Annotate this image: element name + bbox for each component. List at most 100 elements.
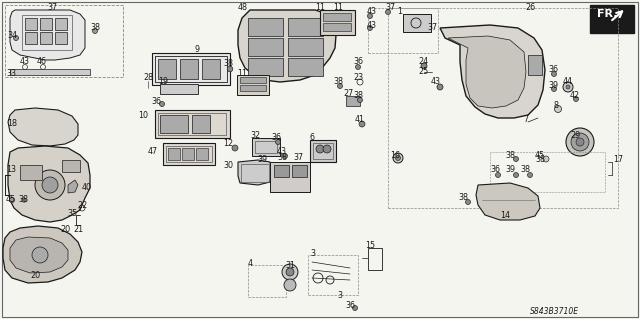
Polygon shape bbox=[238, 160, 272, 185]
Bar bbox=[152, 53, 230, 85]
Text: 38: 38 bbox=[223, 60, 233, 69]
Circle shape bbox=[13, 35, 19, 41]
Circle shape bbox=[159, 101, 164, 107]
Circle shape bbox=[495, 173, 500, 177]
Circle shape bbox=[227, 66, 233, 72]
Circle shape bbox=[576, 138, 584, 146]
Text: 7: 7 bbox=[524, 115, 529, 124]
Bar bbox=[403, 14, 431, 32]
Circle shape bbox=[232, 145, 238, 151]
Text: FR.: FR. bbox=[596, 9, 617, 19]
Bar bbox=[313, 143, 333, 159]
Circle shape bbox=[552, 86, 557, 92]
Circle shape bbox=[32, 247, 48, 263]
Bar bbox=[240, 77, 266, 83]
Text: 43: 43 bbox=[367, 8, 377, 17]
Bar bbox=[55, 18, 67, 30]
Bar bbox=[160, 84, 198, 94]
Circle shape bbox=[284, 279, 296, 291]
Bar bbox=[292, 165, 307, 177]
Bar bbox=[323, 23, 351, 31]
Bar bbox=[168, 148, 180, 160]
Circle shape bbox=[35, 170, 65, 200]
Bar bbox=[255, 141, 277, 153]
Circle shape bbox=[282, 264, 298, 280]
Text: 38: 38 bbox=[458, 194, 468, 203]
Circle shape bbox=[543, 156, 549, 162]
Text: 38: 38 bbox=[277, 152, 287, 161]
Bar bbox=[368, 248, 382, 270]
Bar bbox=[40, 18, 52, 30]
Bar bbox=[55, 32, 67, 44]
Circle shape bbox=[337, 84, 342, 88]
Circle shape bbox=[393, 153, 403, 163]
Circle shape bbox=[573, 97, 579, 101]
Text: 10: 10 bbox=[138, 110, 148, 120]
Text: 36: 36 bbox=[353, 57, 363, 66]
Text: 19: 19 bbox=[158, 78, 168, 86]
Polygon shape bbox=[8, 108, 78, 146]
Text: 38: 38 bbox=[505, 151, 515, 160]
Circle shape bbox=[566, 128, 594, 156]
Text: 22: 22 bbox=[77, 201, 87, 210]
Bar bbox=[237, 75, 269, 95]
Text: 31: 31 bbox=[285, 262, 295, 271]
Bar bbox=[182, 148, 194, 160]
Text: 45: 45 bbox=[6, 196, 16, 204]
Circle shape bbox=[358, 98, 362, 102]
Text: 8: 8 bbox=[554, 100, 559, 109]
Text: 21: 21 bbox=[73, 226, 83, 234]
Text: 43: 43 bbox=[20, 57, 30, 66]
Circle shape bbox=[513, 157, 518, 161]
Circle shape bbox=[367, 13, 372, 19]
Polygon shape bbox=[238, 10, 336, 82]
Polygon shape bbox=[10, 237, 68, 273]
Bar bbox=[202, 59, 220, 79]
Text: 3: 3 bbox=[337, 292, 342, 300]
Text: 39: 39 bbox=[258, 155, 268, 165]
Bar bbox=[25, 32, 37, 44]
Text: 47: 47 bbox=[148, 147, 158, 157]
Text: 11: 11 bbox=[333, 4, 343, 12]
Text: 25: 25 bbox=[418, 68, 428, 77]
Polygon shape bbox=[10, 10, 85, 60]
Text: 43: 43 bbox=[367, 20, 377, 29]
Bar bbox=[166, 146, 212, 162]
Text: 38: 38 bbox=[18, 196, 28, 204]
Polygon shape bbox=[3, 226, 82, 283]
Circle shape bbox=[282, 153, 287, 159]
Bar bbox=[248, 265, 286, 297]
Text: 15: 15 bbox=[365, 241, 375, 249]
Bar bbox=[288, 58, 323, 76]
Polygon shape bbox=[68, 180, 78, 193]
Bar bbox=[288, 18, 323, 36]
Text: 29: 29 bbox=[570, 130, 580, 139]
Text: 45: 45 bbox=[535, 151, 545, 160]
Text: 43: 43 bbox=[277, 147, 287, 157]
Bar bbox=[288, 38, 323, 56]
Circle shape bbox=[571, 133, 589, 151]
Bar bbox=[62, 160, 80, 172]
Bar bbox=[180, 59, 198, 79]
Text: 36: 36 bbox=[548, 65, 558, 75]
Bar bbox=[368, 8, 438, 53]
Circle shape bbox=[563, 82, 573, 92]
Bar bbox=[241, 164, 269, 182]
Bar bbox=[10, 69, 90, 75]
Polygon shape bbox=[8, 146, 90, 222]
Text: 38: 38 bbox=[520, 166, 530, 174]
Bar bbox=[308, 255, 358, 295]
Bar bbox=[388, 8, 618, 208]
Bar bbox=[5, 5, 123, 77]
Text: 37: 37 bbox=[47, 4, 57, 12]
Text: 12: 12 bbox=[223, 139, 233, 149]
Text: 37: 37 bbox=[428, 24, 438, 33]
Text: 46: 46 bbox=[37, 57, 47, 66]
Bar bbox=[155, 110, 230, 138]
Text: 48: 48 bbox=[238, 4, 248, 12]
Text: 37: 37 bbox=[385, 4, 395, 12]
Circle shape bbox=[359, 121, 365, 127]
Text: 38: 38 bbox=[333, 78, 343, 86]
Bar bbox=[196, 148, 208, 160]
Bar bbox=[528, 55, 542, 75]
